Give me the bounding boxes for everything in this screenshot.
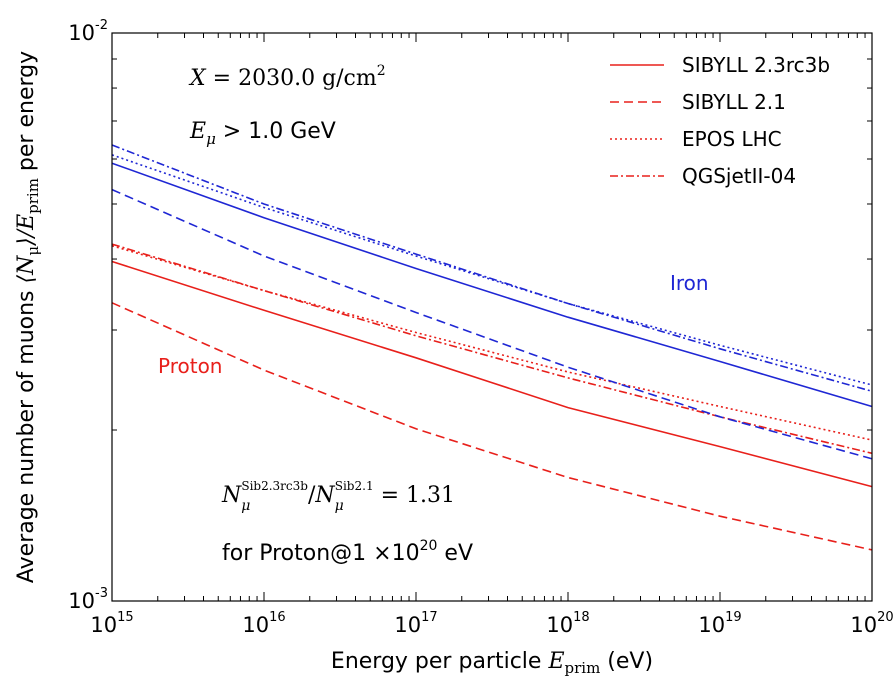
x-tick-label-exp: 18: [573, 610, 590, 625]
y-axis-label-sub: μ: [24, 246, 42, 256]
emu-post: > 1.0 GeV: [216, 119, 336, 144]
proton-energy-sup: 20: [420, 538, 438, 554]
legend-label: SIBYLL 2.3rc3b: [682, 53, 830, 77]
y-tick-label-base: 10: [68, 21, 95, 45]
x-tick-label-base: 10: [698, 613, 725, 637]
series-line-proton-solid: [111, 260, 873, 488]
ratio-sup2: Sib2.1: [335, 479, 374, 493]
proton-group-label: Proton: [158, 354, 222, 378]
proton-energy-pre: for Proton@1 ×10: [222, 541, 420, 566]
x-tick-label: 1016: [242, 610, 285, 637]
x-tick-label-exp: 16: [269, 610, 286, 625]
x-tick-label: 1017: [394, 610, 437, 637]
iron-group-label: Iron: [670, 271, 709, 295]
plot-frame: [111, 32, 873, 602]
y-tick-label: 10-3: [68, 586, 108, 613]
y-axis-label-sub2: prim: [24, 178, 42, 214]
series-line-iron-dashed: [111, 188, 873, 460]
series-line-proton-dashdot: [111, 243, 873, 455]
x-tick-label: 1019: [698, 610, 741, 637]
ratio-sub1: μ: [241, 498, 250, 514]
legend-label: SIBYLL 2.1: [682, 90, 786, 114]
ratio-eq: = 1.31: [374, 483, 455, 508]
x-tick-label-base: 10: [394, 613, 421, 637]
ratio-slash: /: [308, 483, 316, 508]
emu-annotation: Eμ > 1.0 GeV: [189, 119, 336, 148]
y-axis-label-pre: Average number of muons: [14, 284, 39, 584]
legend: SIBYLL 2.3rc3b SIBYLL 2.1 EPOS LHC QGSje…: [610, 53, 830, 188]
x-tick-label-exp: 17: [421, 610, 438, 625]
series-line-iron-solid: [111, 162, 873, 408]
series-line-proton-dashed: [111, 302, 873, 551]
y-tick-label-base: 10: [68, 589, 95, 613]
series-line-proton-dotted: [111, 245, 873, 441]
ratio-sym1: N: [221, 483, 242, 508]
ratio-sup1: Sib2.3rc3b: [241, 479, 308, 493]
x-tick-label: 1015: [90, 610, 133, 637]
y-axis-label: Average number of muons ⟨Nμ⟩/Eprim per e…: [14, 51, 42, 583]
x-axis-label-pre: Energy per particle: [331, 649, 549, 674]
y-axis-label-mid: ⟩/E: [14, 214, 39, 247]
proton-energy-post: eV: [437, 541, 473, 566]
ratio-annotation: NμSib2.3rc3b/NμSib2.1 = 1.31: [221, 479, 455, 514]
y-tick-label: 10-2: [68, 18, 108, 45]
x-tick-label-base: 10: [242, 613, 269, 637]
x-tick-label-base: 10: [850, 613, 877, 637]
depth-sup: 2: [377, 63, 386, 79]
depth-annotation: X = 2030.0 g/cm2: [188, 63, 386, 91]
x-tick-label: 1018: [546, 610, 589, 637]
x-tick-label-exp: 19: [725, 610, 742, 625]
ratio-sym2: N: [314, 483, 335, 508]
x-axis-label-sub: prim: [565, 659, 601, 677]
y-axis-label-sym: ⟨N: [14, 255, 39, 284]
y-axis-label-post: per energy: [14, 51, 39, 178]
legend-label: EPOS LHC: [682, 127, 782, 151]
x-tick-label-exp: 15: [117, 610, 134, 625]
series-line-iron-dashdot: [111, 144, 873, 393]
series-line-iron-dotted: [111, 154, 873, 386]
y-tick-label-exp: -2: [95, 18, 108, 33]
x-tick-label-exp: 20: [877, 610, 894, 625]
x-tick-label: 1020: [850, 610, 893, 637]
emu-sym: E: [189, 119, 206, 144]
x-axis-label-sym: E: [547, 649, 564, 674]
x-axis-label-post: (eV): [600, 649, 653, 674]
depth-eq: = 2030.0 g/cm: [206, 66, 377, 91]
y-tick-label-exp: -3: [95, 586, 108, 601]
emu-sub: μ: [206, 130, 216, 148]
x-tick-label-base: 10: [90, 613, 117, 637]
x-axis-label: Energy per particle Eprim (eV): [331, 649, 653, 677]
proton-energy-annotation: for Proton@1 ×1020 eV: [222, 538, 473, 566]
legend-label: QGSjetII-04: [682, 164, 796, 188]
depth-sym: X: [188, 66, 207, 91]
x-tick-label-base: 10: [546, 613, 573, 637]
series-layer: [111, 144, 873, 551]
ratio-sub2: μ: [335, 498, 344, 514]
ticks-layer: [111, 32, 873, 602]
